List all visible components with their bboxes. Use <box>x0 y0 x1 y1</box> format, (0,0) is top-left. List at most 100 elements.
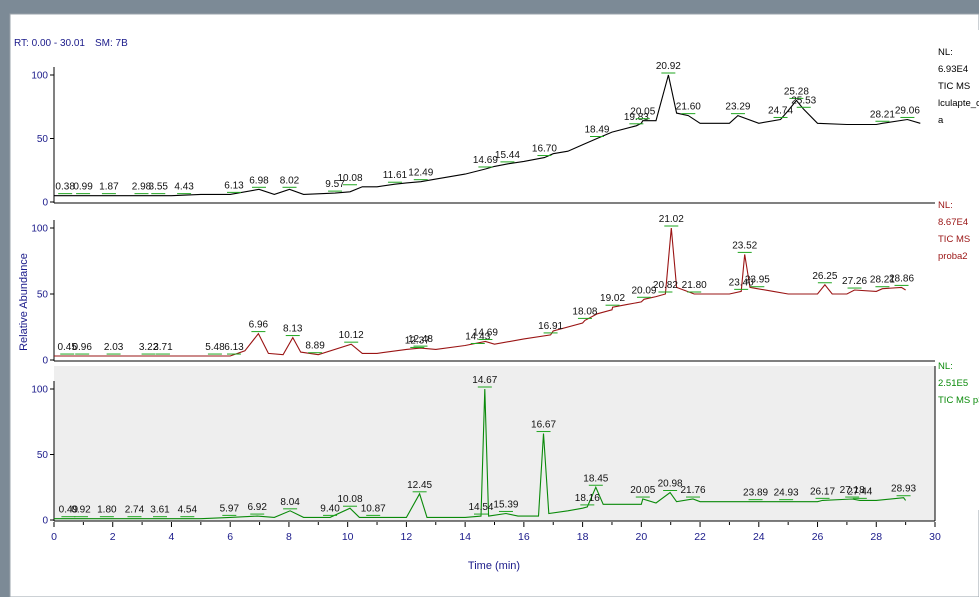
peak-label: 25.28 <box>784 86 809 97</box>
peak-label: 10.12 <box>339 330 364 341</box>
peak-label: 2.03 <box>104 342 124 353</box>
peak-label: 21.02 <box>659 214 684 225</box>
x-axis: 0 2 4 6 8 10 12 14 16 18 20 22 24 26 28 30 <box>51 522 941 543</box>
peak-label: 21.80 <box>682 280 707 291</box>
peak-label: 24.93 <box>774 488 799 499</box>
panel-info-line: 8.67E4 <box>938 217 968 228</box>
x-tick-label: 14 <box>459 531 471 543</box>
panel-info-line: proba2 <box>938 251 968 262</box>
smoothing-label: SM: 7B <box>95 38 128 49</box>
peak-label: 23.89 <box>743 488 768 499</box>
x-tick-label: 4 <box>169 531 175 543</box>
peak-label: 12.48 <box>408 334 433 345</box>
peak-label: 9.57 <box>325 179 345 190</box>
peak-label: 28.93 <box>891 484 916 495</box>
peak-label: 28.86 <box>889 273 914 284</box>
peak-label: 18.16 <box>575 493 600 504</box>
panel-info-line: NL: <box>938 200 953 211</box>
y-tick-label: 100 <box>31 71 48 82</box>
peak-label: 16.67 <box>531 420 556 431</box>
y-tick-label: 50 <box>37 134 49 145</box>
panel-3: 0 50 100 0.490.92 1.80 2.74 3.61 4.54 5.97 6.92 8.… <box>31 361 979 527</box>
x-tick-label: 18 <box>577 531 589 543</box>
panels: 0 50 100 0.380.99 1.87 2.983.55 4.43 6.13 6.98 8.… <box>31 47 979 527</box>
x-tick-label: 12 <box>401 531 413 543</box>
peak-label: 0.38 <box>55 182 75 193</box>
panel-info-line: TIC MS p3 <box>938 395 979 406</box>
peak-label: 10.08 <box>338 494 363 505</box>
y-tick-label: 0 <box>42 356 48 367</box>
peak-label: 0.49 <box>59 505 79 516</box>
panel-info-line: TIC MS <box>938 81 970 92</box>
y-tick-label: 0 <box>42 198 48 209</box>
y-tick-label: 50 <box>37 450 49 461</box>
peak-label: 29.06 <box>895 105 920 116</box>
panel-1: 0 50 100 0.380.99 1.87 2.983.55 4.43 6.13 6.98 8.… <box>31 47 979 209</box>
peak-label: 14.54 <box>468 502 493 513</box>
peak-label: 14.69 <box>473 328 498 339</box>
peak-label: 20.82 <box>653 280 678 291</box>
panel-info-line: NL: <box>938 47 953 58</box>
panel-info-line: NL: <box>938 361 953 372</box>
peak-label: 3.22 <box>139 342 159 353</box>
peak-label: 28.21 <box>870 275 895 286</box>
x-tick-label: 28 <box>870 531 882 543</box>
peak-label: 6.13 <box>224 342 244 353</box>
x-tick-label: 2 <box>110 531 116 543</box>
peak-label: 2.98 <box>132 182 152 193</box>
peak-label: 18.45 <box>583 473 608 484</box>
peak-label: 6.96 <box>249 320 269 331</box>
y-tick-label: 100 <box>31 385 48 396</box>
peak-label: 16.91 <box>538 321 563 332</box>
panel-3-background <box>54 366 935 521</box>
peak-label: 18.49 <box>584 125 609 136</box>
info-strip <box>936 30 979 510</box>
peak-label: 8.13 <box>283 324 303 335</box>
panel-info-line: 6.93E4 <box>938 64 968 75</box>
peak-label: 5.48 <box>205 342 225 353</box>
peak-label: 27.26 <box>842 276 867 287</box>
y-axis-title: Relative Abundance <box>18 253 30 351</box>
peak-label: 27.18 <box>840 485 865 496</box>
peak-label: 8.02 <box>280 175 300 186</box>
peak-label: 4.54 <box>178 505 198 516</box>
peak-label: 14.67 <box>472 375 497 386</box>
peak-label: 23.29 <box>725 102 750 113</box>
panel-info-line: lculapte_ca <box>938 98 979 109</box>
x-tick-label: 0 <box>51 531 57 543</box>
peak-label: 0.92 <box>71 505 91 516</box>
peak-label: 4.43 <box>174 182 194 193</box>
peak-label: 1.87 <box>99 182 119 193</box>
peak-label: 9.40 <box>320 503 340 514</box>
x-tick-label: 22 <box>694 531 706 543</box>
peak-label: 8.89 <box>305 341 325 352</box>
trace-line <box>54 227 906 357</box>
x-tick-label: 8 <box>286 531 292 543</box>
trace-line <box>54 388 907 520</box>
peak-label: 26.17 <box>810 486 835 497</box>
x-tick-label: 6 <box>227 531 233 543</box>
panel-info-line: a <box>938 115 944 126</box>
peak-label: 19.83 <box>624 112 649 123</box>
peak-label: 19.02 <box>600 293 625 304</box>
peak-label: 23.95 <box>745 275 770 286</box>
peak-label: 10.87 <box>361 503 386 514</box>
peak-label: 10.08 <box>338 173 363 184</box>
y-tick-label: 0 <box>42 516 48 527</box>
peak-label: 2.74 <box>125 505 145 516</box>
peak-label: 20.98 <box>658 478 683 489</box>
x-tick-label: 16 <box>518 531 530 543</box>
peak-label: 3.71 <box>153 342 173 353</box>
trace-line <box>54 74 921 197</box>
peak-label: 6.13 <box>224 180 244 191</box>
y-tick-label: 100 <box>31 224 48 235</box>
peak-label: 20.09 <box>631 285 656 296</box>
peak-label: 12.37 <box>405 335 430 346</box>
peak-label: 15.44 <box>495 150 520 161</box>
peak-label: 23.40 <box>729 277 754 288</box>
x-tick-label: 20 <box>635 531 647 543</box>
peak-label: 27.44 <box>847 486 872 497</box>
x-tick-label: 30 <box>929 531 941 543</box>
